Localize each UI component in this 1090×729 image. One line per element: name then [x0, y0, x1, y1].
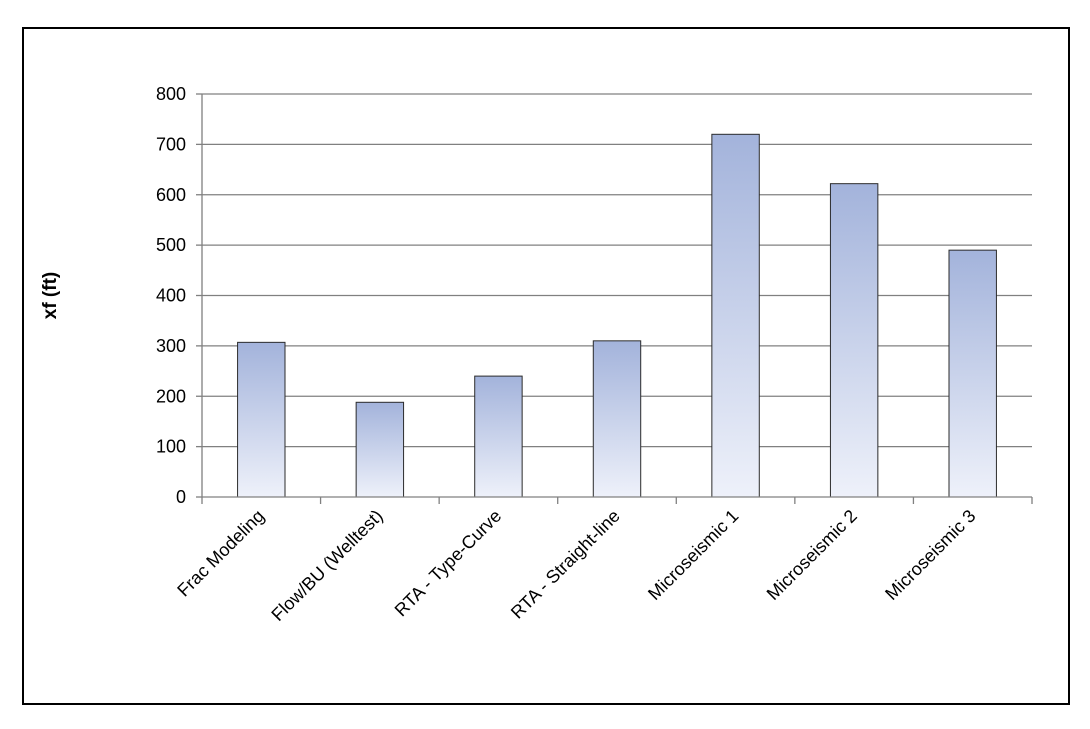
bar [355, 401, 405, 498]
y-tick-label: 400 [156, 286, 186, 306]
y-tick-label: 500 [156, 235, 186, 255]
bar [711, 133, 760, 498]
y-tick-label: 300 [156, 336, 186, 356]
x-category-labels: Frac Modeling Flow/BU (Welltest) RTA - Typ… [173, 506, 979, 625]
bar [948, 249, 997, 498]
bars [237, 133, 997, 498]
bar [592, 340, 642, 498]
y-tick-labels: 0 100 200 300 400 500 600 700 800 [156, 84, 186, 507]
x-category-label: Microseismic 2 [763, 506, 861, 604]
bar-chart: 0 100 200 300 400 500 600 700 800 Frac Modeling F… [40, 84, 1033, 625]
y-axis-title: xf (ft) [40, 272, 61, 319]
bar [237, 341, 286, 498]
x-category-label: Flow/BU (Welltest) [267, 506, 386, 625]
chart-frame: 0 100 200 300 400 500 600 700 800 Frac Modeling F… [22, 27, 1070, 705]
x-category-label: Microseismic 3 [881, 506, 979, 604]
x-category-label: Frac Modeling [173, 506, 268, 601]
x-category-label: RTA - Type-Curve [391, 506, 506, 621]
bar [829, 183, 879, 498]
y-tick-label: 600 [156, 185, 186, 205]
y-tick-label: 800 [156, 84, 186, 104]
y-tick-label: 0 [176, 487, 186, 507]
bar [474, 375, 523, 498]
axes [196, 93, 1033, 504]
y-tick-label: 200 [156, 386, 186, 406]
y-tick-label: 700 [156, 134, 186, 154]
y-tick-label: 100 [156, 437, 186, 457]
x-category-label: Microseismic 1 [644, 506, 742, 604]
x-category-label: RTA - Straight-line [507, 506, 624, 623]
